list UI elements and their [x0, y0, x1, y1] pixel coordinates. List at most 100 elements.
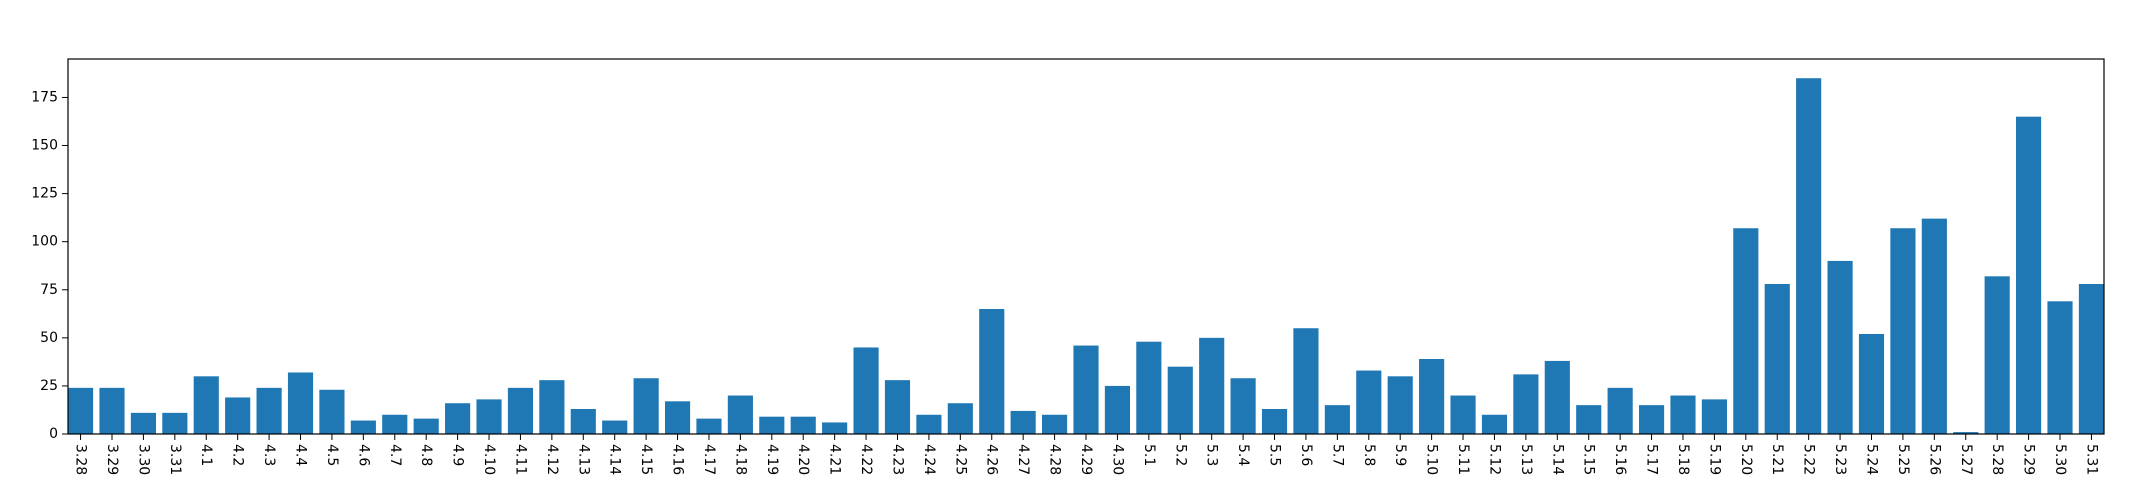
x-tick-label-4.23: 4.23: [889, 444, 905, 475]
bar-3.31: [162, 412, 188, 434]
x-tick-label-3.30: 3.30: [135, 444, 151, 475]
x-tick-label-5.14: 5.14: [1549, 444, 1565, 475]
bar-4.8: [413, 418, 439, 434]
y-tick-label-0: 0: [49, 426, 58, 442]
bar-5.13: [1513, 374, 1539, 434]
bar-5.15: [1576, 405, 1602, 434]
bar-5.11: [1450, 395, 1476, 434]
bar-5.29: [2016, 116, 2042, 434]
y-tick-label-50: 50: [40, 330, 58, 346]
x-tick-label-5.4: 5.4: [1235, 444, 1251, 466]
x-tick-label-4.30: 4.30: [1109, 444, 1125, 475]
bar-5.25: [1890, 228, 1916, 434]
x-tick-label-5.5: 5.5: [1267, 444, 1283, 466]
x-tick-label-4.15: 4.15: [638, 444, 654, 475]
bar-4.20: [790, 416, 816, 434]
bar-4.14: [602, 420, 628, 434]
x-tick-label-4.29: 4.29: [1078, 444, 1094, 475]
bar-4.23: [884, 380, 911, 434]
x-tick-label-4.17: 4.17: [701, 444, 717, 475]
x-tick-label-4.11: 4.11: [512, 444, 528, 475]
x-tick-label-5.11: 5.11: [1455, 444, 1471, 475]
x-tick-label-5.17: 5.17: [1644, 444, 1660, 475]
bar-4.19: [759, 416, 785, 434]
bar-4.9: [445, 403, 471, 434]
bar-4.11: [507, 387, 534, 434]
bar-5.26: [1921, 218, 1947, 434]
x-tick-label-4.21: 4.21: [827, 444, 843, 475]
bar-5.18: [1670, 395, 1696, 434]
bar-4.3: [256, 387, 282, 434]
x-tick-label-4.18: 4.18: [732, 444, 748, 475]
x-tick-label-4.3: 4.3: [261, 444, 277, 466]
bar-5.20: [1733, 228, 1759, 434]
x-tick-label-5.6: 5.6: [1298, 444, 1314, 466]
x-tick-label-5.9: 5.9: [1392, 444, 1408, 466]
bar-4.2: [225, 397, 251, 434]
y-tick-label-150: 150: [31, 138, 58, 154]
bar-4.12: [539, 380, 565, 434]
x-tick-label-3.29: 3.29: [104, 444, 120, 475]
x-tick-label-3.28: 3.28: [73, 444, 89, 475]
y-tick-label-175: 175: [31, 89, 58, 105]
x-tick-label-4.10: 4.10: [481, 444, 497, 475]
bar-3.30: [130, 412, 156, 434]
bar-5.28: [1984, 276, 2010, 434]
plot-frame: [67, 58, 2105, 435]
x-tick-label-4.16: 4.16: [670, 444, 686, 475]
bar-5.17: [1638, 405, 1665, 434]
bar-4.1: [193, 376, 219, 434]
bar-5.6: [1293, 328, 1319, 434]
bar-4.7: [382, 414, 408, 434]
bar-5.21: [1764, 284, 1790, 434]
bar-4.28: [1042, 414, 1068, 434]
bar-5.7: [1324, 405, 1350, 434]
x-tick-label-4.24: 4.24: [921, 444, 937, 475]
bar-4.10: [476, 399, 502, 434]
x-tick-label-5.16: 5.16: [1612, 444, 1628, 475]
y-axis: 0 25 50 75 100 125 150 175: [31, 89, 68, 442]
bar-5.30: [2047, 301, 2073, 434]
x-tick-label-5.10: 5.10: [1424, 444, 1440, 475]
bar-5.2: [1167, 366, 1193, 434]
x-tick-label-5.8: 5.8: [1361, 444, 1377, 466]
bar-4.4: [287, 372, 314, 434]
x-tick-label-5.29: 5.29: [2021, 444, 2037, 475]
bar-3.29: [99, 387, 125, 434]
y-tick-label-100: 100: [31, 234, 58, 250]
x-tick-label-5.23: 5.23: [1832, 444, 1848, 475]
x-tick-label-5.31: 5.31: [2083, 444, 2099, 475]
bar-5.24: [1858, 334, 1885, 434]
bar-3.28: [68, 387, 94, 434]
x-tick-label-4.5: 4.5: [324, 444, 340, 466]
x-tick-label-4.28: 4.28: [1047, 444, 1063, 475]
x-tick-label-4.12: 4.12: [544, 444, 560, 475]
bar-4.13: [570, 409, 596, 434]
x-tick-label-5.2: 5.2: [1172, 444, 1188, 466]
bar-4.15: [633, 378, 659, 434]
x-tick-label-4.25: 4.25: [952, 444, 968, 475]
bar-4.6: [350, 420, 376, 434]
y-tick-label-125: 125: [31, 186, 58, 202]
x-tick-label-5.20: 5.20: [1738, 444, 1754, 475]
x-tick-label-5.21: 5.21: [1769, 444, 1785, 475]
bar-5.10: [1419, 359, 1445, 434]
bar-4.26: [979, 309, 1005, 434]
bar-5.23: [1827, 260, 1853, 434]
x-tick-label-5.13: 5.13: [1518, 444, 1534, 475]
x-tick-label-5.7: 5.7: [1329, 444, 1345, 466]
x-tick-label-5.18: 5.18: [1675, 444, 1691, 475]
bar-4.21: [822, 422, 848, 434]
bar-4.18: [727, 395, 753, 434]
x-tick-label-5.26: 5.26: [1926, 444, 1942, 475]
x-tick-label-4.14: 4.14: [607, 444, 623, 475]
x-tick-label-5.19: 5.19: [1706, 444, 1722, 475]
bar-4.5: [319, 389, 345, 434]
x-tick-label-3.31: 3.31: [167, 444, 183, 475]
x-tick-label-5.3: 5.3: [1204, 444, 1220, 466]
bar-4.30: [1104, 385, 1130, 434]
bar-4.24: [916, 414, 942, 434]
bar-5.12: [1481, 414, 1508, 434]
